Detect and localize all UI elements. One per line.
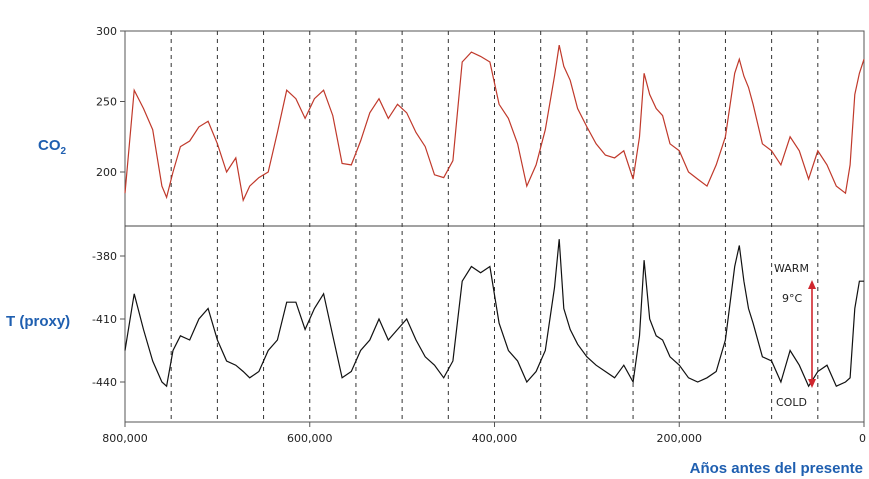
co2-y-tick-label: 250 — [96, 96, 117, 109]
temp-y-tick-label: -380 — [92, 250, 117, 263]
x-axis-title: Años antes del presente — [690, 460, 863, 477]
warm-annotation: WARM — [774, 262, 809, 275]
co2-y-tick-label: 200 — [96, 166, 117, 179]
co2-y-axis: 200 250 300 — [96, 25, 125, 179]
cold-annotation: COLD — [776, 396, 807, 409]
temp-series-line — [124, 239, 864, 388]
temp-y-tick-label: -440 — [92, 376, 117, 389]
co2-series-line — [124, 44, 865, 203]
co2-axis-label: CO2 — [38, 137, 67, 157]
temp-y-axis: -380 -410 -440 — [92, 250, 125, 389]
range-arrow-up-icon — [808, 280, 816, 289]
x-tick-label: 0 — [859, 432, 866, 445]
temp-y-tick-label: -410 — [92, 313, 117, 326]
x-tick-label: 800,000 — [102, 432, 148, 445]
co2-y-tick-label: 300 — [96, 25, 117, 38]
range-annotation: 9°C — [782, 292, 802, 305]
x-tick-label: 400,000 — [472, 432, 518, 445]
x-tick-label: 200,000 — [657, 432, 703, 445]
x-tick-label: 600,000 — [287, 432, 333, 445]
x-axis: 800,000 600,000 400,000 200,000 0 — [102, 422, 866, 445]
range-arrow-down-icon — [808, 379, 816, 388]
temp-axis-label: T (proxy) — [6, 313, 70, 330]
